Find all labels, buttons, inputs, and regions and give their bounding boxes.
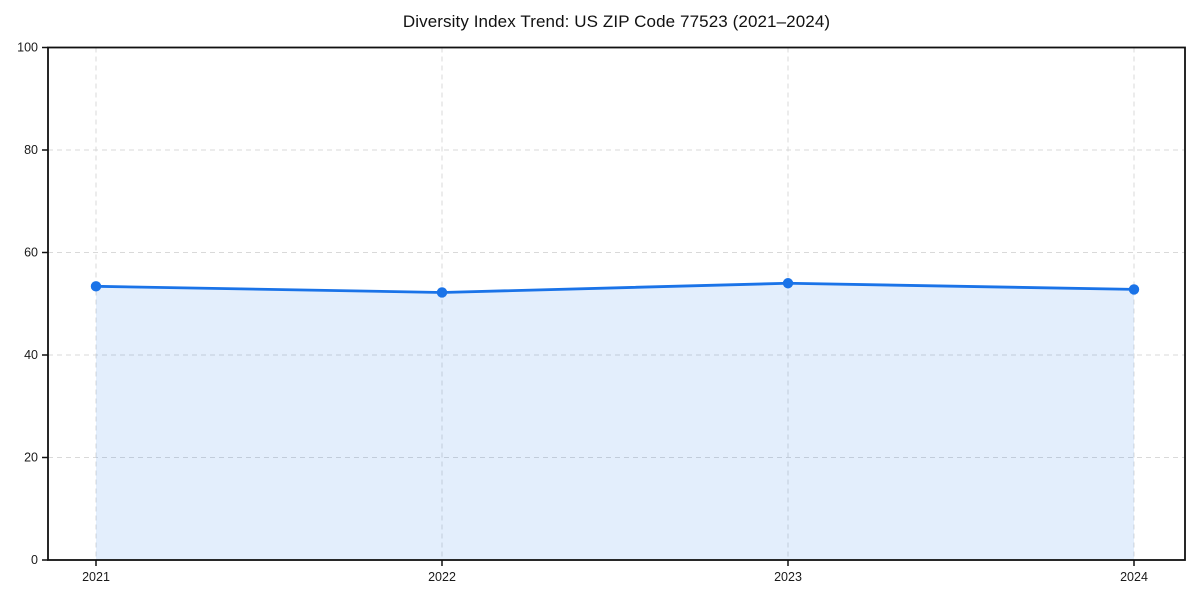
x-tick-label: 2023 [774,570,802,584]
x-tick-label: 2022 [428,570,456,584]
y-tick-label: 0 [31,553,38,567]
y-tick-label: 40 [24,348,38,362]
area-fill [96,283,1134,560]
plot-border [47,46,1186,561]
trend-line [94,281,1136,294]
y-tick-label: 20 [24,451,38,465]
y-tick-label: 80 [24,143,38,157]
x-tick-label: 2021 [82,570,110,584]
data-point [90,281,102,292]
y-tick-label: 100 [17,41,38,55]
x-tick-label: 2024 [1120,570,1148,584]
chart-title: Diversity Index Trend: US ZIP Code 77523… [402,12,831,31]
data-point [782,278,794,289]
y-tick-label: 60 [24,246,38,260]
data-point [436,287,448,298]
data-point [1128,284,1140,295]
